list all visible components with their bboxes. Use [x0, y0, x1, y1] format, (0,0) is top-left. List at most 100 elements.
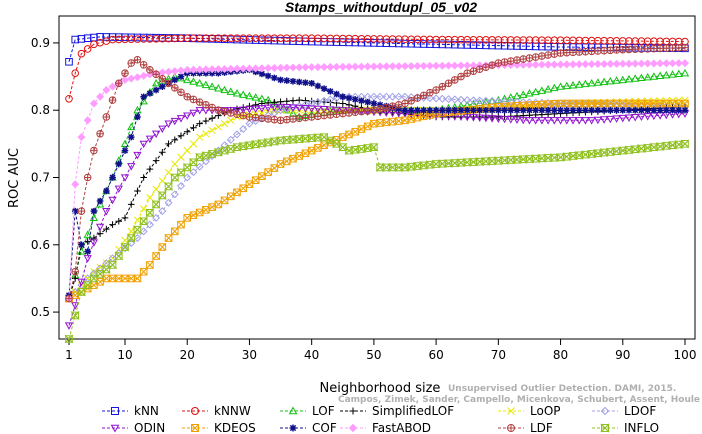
data-point [214, 200, 222, 209]
series-line [68, 72, 686, 299]
data-point [339, 100, 347, 107]
data-point [544, 100, 552, 108]
data-point [550, 83, 559, 92]
data-point [451, 76, 459, 84]
data-point [283, 97, 291, 105]
data-point [600, 59, 609, 68]
legend-item-ldof: LDOF [592, 404, 656, 418]
data-point [301, 63, 310, 72]
data-point [351, 128, 359, 136]
data-point [84, 238, 91, 245]
data-point [109, 221, 116, 228]
data-point [332, 62, 341, 71]
data-point [127, 163, 136, 171]
data-point [575, 106, 583, 114]
data-point [326, 135, 335, 145]
data-point [127, 233, 136, 243]
data-point [457, 158, 465, 168]
data-point [133, 274, 142, 283]
data-point [475, 96, 484, 105]
legend-item-loop: LoOP [498, 404, 561, 418]
data-point [407, 62, 416, 71]
data-point [270, 99, 279, 107]
data-point [537, 86, 547, 94]
data-point [301, 149, 310, 157]
data-point [656, 106, 664, 114]
data-point [562, 81, 571, 90]
data-point [532, 101, 540, 109]
data-point [177, 88, 185, 96]
data-point [357, 125, 366, 133]
x-tick-label: 40 [304, 348, 319, 362]
data-point [500, 115, 509, 124]
data-point [139, 96, 148, 105]
data-point [195, 162, 204, 171]
data-point [120, 244, 130, 253]
data-point [644, 97, 652, 105]
x-tick-label: 1 [65, 348, 73, 362]
data-point [258, 114, 266, 122]
data-point [277, 76, 284, 84]
data-point [170, 117, 179, 126]
series-line [68, 106, 686, 326]
x-tick-label: 70 [491, 348, 506, 362]
data-point [531, 117, 540, 125]
data-point [364, 122, 372, 131]
data-point [226, 192, 235, 201]
data-point [400, 62, 410, 71]
data-point [351, 96, 359, 103]
data-point [612, 99, 621, 108]
data-point [158, 207, 167, 216]
data-point [226, 135, 235, 144]
data-point [500, 97, 509, 106]
data-point [656, 59, 665, 68]
data-point [338, 142, 347, 152]
data-point [171, 160, 179, 168]
data-point [146, 194, 154, 202]
data-point [438, 94, 447, 103]
data-point [488, 61, 496, 69]
data-point [668, 99, 677, 108]
data-point [176, 181, 186, 190]
data-point [569, 106, 577, 114]
data-point [538, 52, 546, 60]
data-point [557, 49, 564, 57]
data-point [456, 95, 466, 104]
data-point [89, 269, 98, 278]
data-point [439, 83, 446, 90]
data-point [349, 407, 357, 415]
data-point [233, 188, 241, 196]
data-point [332, 139, 341, 149]
data-point [587, 78, 596, 87]
data-point [108, 260, 117, 270]
data-point [556, 82, 565, 90]
data-point [344, 62, 354, 71]
legend-label: KDEOS [214, 421, 256, 434]
data-point [308, 79, 315, 87]
data-point [71, 302, 80, 310]
data-point [512, 60, 522, 69]
data-point [432, 94, 441, 103]
data-point [220, 141, 229, 150]
data-point [506, 155, 515, 165]
data-point [295, 114, 303, 122]
data-point [394, 92, 403, 101]
data-point [432, 106, 440, 114]
data-point [270, 63, 279, 72]
data-point [662, 70, 671, 79]
data-point [152, 71, 160, 78]
data-point [650, 45, 658, 52]
data-point [581, 150, 590, 160]
data-point [364, 98, 371, 106]
data-point [463, 61, 472, 70]
data-point [550, 100, 558, 108]
data-point [470, 106, 477, 114]
data-point [170, 227, 179, 236]
data-point [115, 79, 123, 87]
data-point [177, 73, 185, 80]
data-point [264, 72, 272, 80]
data-point [83, 255, 92, 263]
data-point [71, 275, 79, 282]
data-point [606, 115, 615, 124]
data-point [525, 89, 534, 97]
